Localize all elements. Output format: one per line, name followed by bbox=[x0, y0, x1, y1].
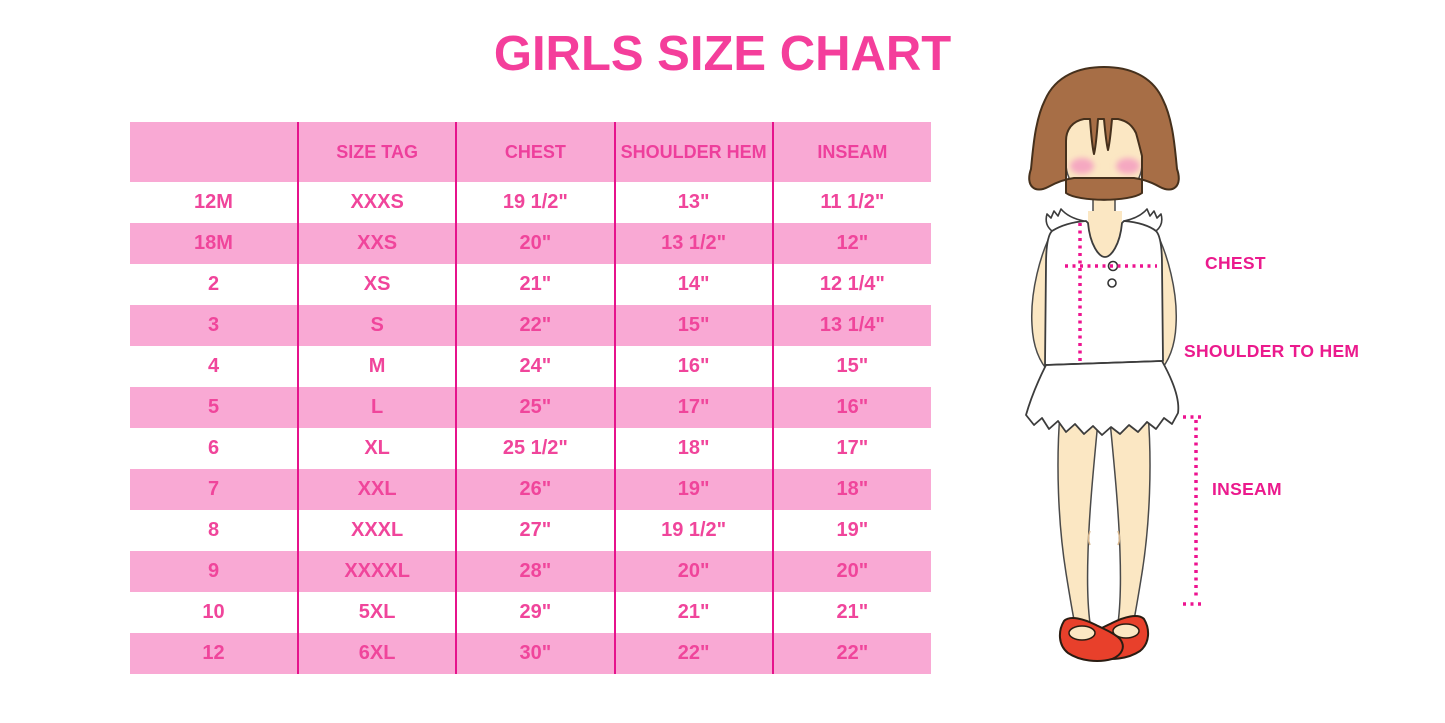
table-cell: 12" bbox=[771, 223, 931, 264]
table-cell: 21" bbox=[613, 592, 773, 633]
table-cell: 4 bbox=[207, 355, 220, 377]
table-cell: XS bbox=[296, 264, 457, 305]
table-cell: 21" bbox=[455, 264, 615, 305]
table-cell: 26" bbox=[455, 469, 615, 510]
table-cell: 27" bbox=[455, 510, 615, 551]
column-header: INSEAM bbox=[771, 122, 931, 182]
table-cell: 21" bbox=[771, 592, 931, 633]
table-cell: 25" bbox=[455, 387, 615, 428]
table-cell: L bbox=[296, 387, 457, 428]
table-cell: 20" bbox=[455, 223, 615, 264]
header-row: SIZE TAG CHEST SHOULDER HEM INSEAM bbox=[130, 122, 931, 182]
table-cell: 11 1/2" bbox=[771, 182, 931, 223]
table-cell: 19 1/2" bbox=[455, 182, 615, 223]
page-title: GIRLS SIZE CHART bbox=[493, 27, 952, 81]
table-body: 12M XXXS 19 1/2" 13" 11 1/2" 18M XXS 20" 13 1/2"… bbox=[130, 182, 931, 674]
table-cell: 28" bbox=[455, 551, 615, 592]
table-row: 8 XXXL 27" 19 1/2" 19" bbox=[130, 510, 931, 551]
table-row: 5 L 25" 17" 16" bbox=[130, 387, 931, 428]
table-cell: 20" bbox=[613, 551, 773, 592]
column-header bbox=[130, 122, 298, 182]
table-cell: XXL bbox=[296, 469, 457, 510]
table-cell: 16" bbox=[771, 387, 931, 428]
table-row: 4 M 24" 16" 15" bbox=[130, 346, 931, 387]
table-cell: 17" bbox=[771, 428, 931, 469]
table-cell: 5 bbox=[207, 396, 220, 418]
table-cell: 13" bbox=[613, 182, 773, 223]
measurement-diagram: CHEST SHOULDER TO HEM INSEAM bbox=[1000, 63, 1445, 723]
girl-hair bbox=[1028, 66, 1180, 201]
table-row: 3 S 22" 15" 13 1/4" bbox=[130, 305, 931, 346]
table-row: 6 XL 25 1/2" 18" 17" bbox=[130, 428, 931, 469]
table-cell: 5XL bbox=[296, 592, 457, 633]
table-cell: XXXS bbox=[296, 182, 457, 223]
girl-skirt bbox=[1025, 360, 1180, 436]
inseam-measure-line bbox=[1183, 415, 1204, 606]
table-cell: XXXL bbox=[296, 510, 457, 551]
table-cell: 24" bbox=[455, 346, 615, 387]
table-cell: 29" bbox=[455, 592, 615, 633]
table-cell: 9 bbox=[207, 560, 220, 582]
table-cell: 15" bbox=[613, 305, 773, 346]
table-cell: 7 bbox=[207, 478, 220, 500]
inseam-label: INSEAM bbox=[1212, 479, 1282, 499]
table-cell: S bbox=[296, 305, 457, 346]
table-cell: 10 bbox=[202, 601, 225, 623]
table-row: 18M XXS 20" 13 1/2" 12" bbox=[130, 223, 931, 264]
table-cell: 17" bbox=[613, 387, 773, 428]
table-cell: 22" bbox=[455, 305, 615, 346]
table-row: 10 5XL 29" 21" 21" bbox=[130, 592, 931, 633]
table-cell: 22" bbox=[613, 633, 773, 674]
girl-top bbox=[1044, 208, 1164, 366]
girl-figure bbox=[1025, 66, 1204, 662]
girl-shoes bbox=[1058, 615, 1150, 662]
table-cell: 15" bbox=[771, 346, 931, 387]
size-chart-table: SIZE TAG CHEST SHOULDER HEM INSEAM 12M XXXS 1… bbox=[130, 122, 931, 674]
table-cell: 8 bbox=[207, 519, 220, 541]
table-cell: 25 1/2" bbox=[455, 428, 615, 469]
chest-label: CHEST bbox=[1205, 253, 1266, 273]
table-cell: 18M bbox=[194, 232, 233, 254]
table-cell: 18" bbox=[613, 428, 773, 469]
column-header: CHEST bbox=[455, 122, 615, 182]
table-cell: XL bbox=[296, 428, 457, 469]
table-cell: 16" bbox=[613, 346, 773, 387]
table-row: 12 6XL 30" 22" 22" bbox=[130, 633, 931, 674]
table-cell: 19" bbox=[613, 469, 773, 510]
table-cell: 3 bbox=[207, 314, 220, 336]
table-row: 2 XS 21" 14" 12 1/4" bbox=[130, 264, 931, 305]
table-cell: 19 1/2" bbox=[613, 510, 773, 551]
table-cell: 13 1/4" bbox=[771, 305, 931, 346]
table-cell: 13 1/2" bbox=[613, 223, 773, 264]
table-row: 12M XXXS 19 1/2" 13" 11 1/2" bbox=[130, 182, 931, 223]
table-cell: 12 bbox=[202, 642, 225, 664]
girl-legs bbox=[1057, 412, 1151, 626]
table-row: 7 XXL 26" 19" 18" bbox=[130, 469, 931, 510]
column-header: SHOULDER HEM bbox=[613, 122, 773, 182]
table-cell: XXS bbox=[296, 223, 457, 264]
table-row: 9 XXXXL 28" 20" 20" bbox=[130, 551, 931, 592]
table-cell: 6XL bbox=[296, 633, 457, 674]
column-header: SIZE TAG bbox=[296, 122, 457, 182]
table-cell: M bbox=[296, 346, 457, 387]
table-header: SIZE TAG CHEST SHOULDER HEM INSEAM bbox=[130, 122, 931, 182]
table-cell: 22" bbox=[771, 633, 931, 674]
table-cell: 20" bbox=[771, 551, 931, 592]
table-cell: XXXXL bbox=[296, 551, 457, 592]
table-cell: 14" bbox=[613, 264, 773, 305]
table-cell: 30" bbox=[455, 633, 615, 674]
table-cell: 2 bbox=[207, 273, 220, 295]
shoulder-to-hem-label: SHOULDER TO HEM bbox=[1184, 341, 1360, 361]
table-cell: 18" bbox=[771, 469, 931, 510]
table-cell: 12 1/4" bbox=[771, 264, 931, 305]
table-cell: 19" bbox=[771, 510, 931, 551]
table-cell: 12M bbox=[194, 191, 233, 213]
table-cell: 6 bbox=[207, 437, 220, 459]
